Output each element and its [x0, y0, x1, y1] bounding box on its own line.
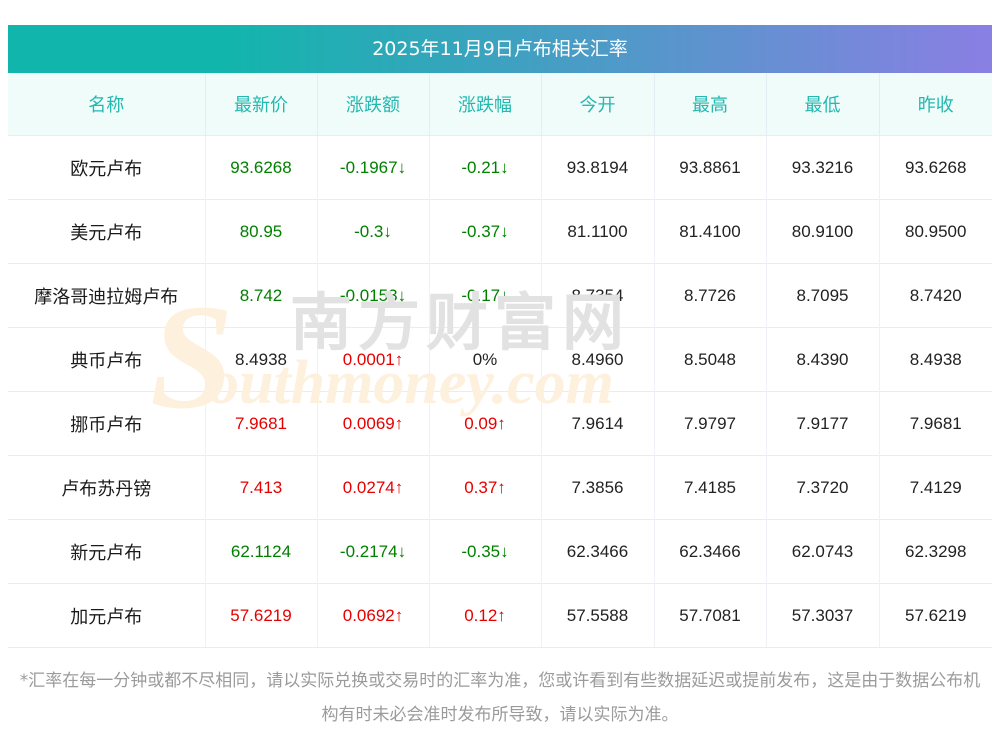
cell-change: 0.0001↑: [317, 327, 430, 392]
page-title: 2025年11月9日卢布相关汇率: [8, 25, 992, 73]
cell-low: 8.7095: [766, 263, 880, 328]
column-header-last-price[interactable]: 最新价: [205, 73, 318, 136]
cell-high: 7.4185: [654, 455, 767, 520]
exchange-rate-table: 名称 最新价 涨跌额 涨跌幅 今开 最高 最低 昨收 欧元卢布 93.6268 -0…: [8, 73, 992, 648]
cell-high: 93.8861: [654, 135, 767, 200]
cell-currency-name: 挪币卢布: [8, 391, 206, 456]
cell-change-percent: 0.09↑: [429, 391, 542, 456]
table-row[interactable]: 欧元卢布 93.6268 -0.1967↓ -0.21↓ 93.8194 93.8861 9…: [8, 135, 992, 200]
cell-low: 93.3216: [766, 135, 880, 200]
cell-last-price: 7.413: [205, 455, 318, 520]
cell-change-percent: 0.12↑: [429, 583, 542, 648]
cell-change-percent: -0.37↓: [429, 199, 542, 264]
cell-change: 0.0274↑: [317, 455, 430, 520]
column-header-high[interactable]: 最高: [654, 73, 767, 136]
cell-change-percent: -0.21↓: [429, 135, 542, 200]
cell-change-percent: -0.17↓: [429, 263, 542, 328]
cell-high: 57.7081: [654, 583, 767, 648]
cell-currency-name: 典币卢布: [8, 327, 206, 392]
cell-prev-close: 7.4129: [879, 455, 992, 520]
cell-high: 8.7726: [654, 263, 767, 328]
cell-low: 80.9100: [766, 199, 880, 264]
cell-low: 8.4390: [766, 327, 880, 392]
cell-open: 8.4960: [541, 327, 655, 392]
cell-currency-name: 新元卢布: [8, 519, 206, 584]
cell-low: 7.9177: [766, 391, 880, 456]
cell-open: 7.9614: [541, 391, 655, 456]
cell-high: 8.5048: [654, 327, 767, 392]
cell-last-price: 7.9681: [205, 391, 318, 456]
cell-change-percent: 0.37↑: [429, 455, 542, 520]
cell-prev-close: 7.9681: [879, 391, 992, 456]
table-row[interactable]: 典币卢布 8.4938 0.0001↑ 0% 8.4960 8.5048 8.4390 8.4…: [8, 327, 992, 392]
column-header-name[interactable]: 名称: [8, 73, 206, 136]
cell-currency-name: 欧元卢布: [8, 135, 206, 200]
cell-high: 62.3466: [654, 519, 767, 584]
cell-currency-name: 卢布苏丹镑: [8, 455, 206, 520]
table-header: 名称 最新价 涨跌额 涨跌幅 今开 最高 最低 昨收: [8, 73, 992, 136]
cell-last-price: 80.95: [205, 199, 318, 264]
column-header-change-pct[interactable]: 涨跌幅: [429, 73, 542, 136]
column-header-prev-close[interactable]: 昨收: [879, 73, 992, 136]
cell-change-percent: -0.35↓: [429, 519, 542, 584]
cell-prev-close: 8.7420: [879, 263, 992, 328]
cell-open: 57.5588: [541, 583, 655, 648]
cell-open: 7.3856: [541, 455, 655, 520]
cell-open: 62.3466: [541, 519, 655, 584]
disclaimer-note: *汇率在每一分钟或都不尽相同，请以实际兑换或交易时的汇率为准，您或许看到有些数据…: [19, 671, 981, 725]
cell-prev-close: 93.6268: [879, 135, 992, 200]
cell-prev-close: 57.6219: [879, 583, 992, 648]
table-row[interactable]: 摩洛哥迪拉姆卢布 8.742 -0.0153↓ -0.17↓ 8.7354 8.7726 8…: [8, 263, 992, 328]
column-header-low[interactable]: 最低: [766, 73, 880, 136]
table-row[interactable]: 美元卢布 80.95 -0.3↓ -0.37↓ 81.1100 81.4100 80.910…: [8, 199, 992, 264]
cell-high: 81.4100: [654, 199, 767, 264]
table-header-row: 名称 最新价 涨跌额 涨跌幅 今开 最高 最低 昨收: [8, 73, 992, 136]
cell-change: -0.1967↓: [317, 135, 430, 200]
cell-change: 0.0069↑: [317, 391, 430, 456]
cell-low: 62.0743: [766, 519, 880, 584]
table-row[interactable]: 挪币卢布 7.9681 0.0069↑ 0.09↑ 7.9614 7.9797 7.9177…: [8, 391, 992, 456]
cell-open: 81.1100: [541, 199, 655, 264]
cell-last-price: 93.6268: [205, 135, 318, 200]
cell-last-price: 8.4938: [205, 327, 318, 392]
cell-change: -0.2174↓: [317, 519, 430, 584]
cell-currency-name: 摩洛哥迪拉姆卢布: [8, 263, 206, 328]
cell-prev-close: 8.4938: [879, 327, 992, 392]
cell-last-price: 57.6219: [205, 583, 318, 648]
table-body: 欧元卢布 93.6268 -0.1967↓ -0.21↓ 93.8194 93.8861 9…: [8, 135, 992, 648]
cell-currency-name: 美元卢布: [8, 199, 206, 264]
table-row[interactable]: 加元卢布 57.6219 0.0692↑ 0.12↑ 57.5588 57.7081 57.…: [8, 583, 992, 648]
cell-low: 7.3720: [766, 455, 880, 520]
cell-open: 93.8194: [541, 135, 655, 200]
cell-currency-name: 加元卢布: [8, 583, 206, 648]
column-header-open[interactable]: 今开: [541, 73, 655, 136]
cell-change: 0.0692↑: [317, 583, 430, 648]
cell-low: 57.3037: [766, 583, 880, 648]
cell-last-price: 62.1124: [205, 519, 318, 584]
cell-change: -0.3↓: [317, 199, 430, 264]
cell-open: 8.7354: [541, 263, 655, 328]
cell-prev-close: 62.3298: [879, 519, 992, 584]
table-row[interactable]: 卢布苏丹镑 7.413 0.0274↑ 0.37↑ 7.3856 7.4185 7.3720…: [8, 455, 992, 520]
cell-change-percent: 0%: [429, 327, 542, 392]
cell-prev-close: 80.9500: [879, 199, 992, 264]
cell-high: 7.9797: [654, 391, 767, 456]
table-row[interactable]: 新元卢布 62.1124 -0.2174↓ -0.35↓ 62.3466 62.3466 6…: [8, 519, 992, 584]
cell-last-price: 8.742: [205, 263, 318, 328]
cell-change: -0.0153↓: [317, 263, 430, 328]
column-header-change[interactable]: 涨跌额: [317, 73, 430, 136]
